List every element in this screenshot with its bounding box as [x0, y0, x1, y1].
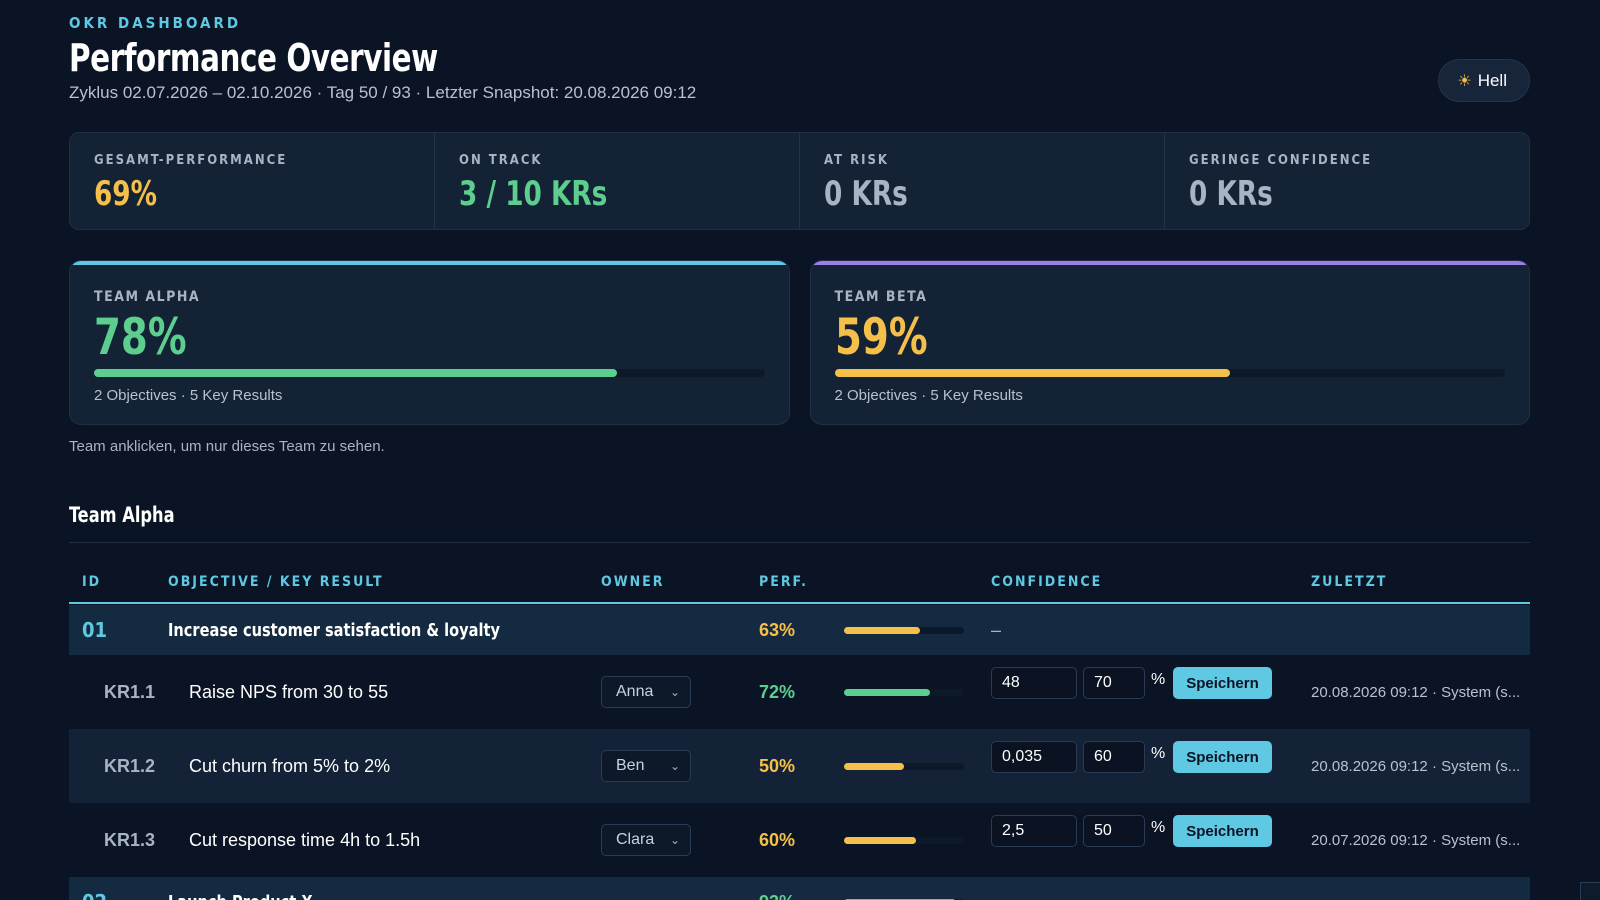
percent-sign: %	[1151, 819, 1166, 836]
sun-icon: ☀	[1457, 72, 1472, 90]
kpi-low-confidence: GERINGE CONFIDENCE 0 KRs	[1165, 133, 1529, 229]
kpi-label: GERINGE CONFIDENCE	[1189, 153, 1373, 168]
column-header-objective: OBJECTIVE / KEY RESULT	[168, 574, 384, 590]
kr-id: KR1.1	[104, 681, 156, 702]
kr-value-input[interactable]: 0,035	[991, 741, 1077, 773]
key-result-row: KR1.1 Raise NPS from 30 to 55 Anna ⌄ 72%…	[69, 655, 1530, 729]
key-result-row: KR1.3 Cut response time 4h to 1.5h Clara…	[69, 803, 1530, 877]
kr-progress-fill	[844, 762, 904, 770]
team-meta: 2 Objectives · 5 Key Results	[94, 387, 283, 404]
objective-confidence: –	[991, 619, 1002, 640]
objective-perf: 63%	[759, 619, 796, 640]
kr-perf: 60%	[759, 829, 796, 850]
owner-value: Clara	[616, 831, 655, 848]
objective-progress-fill	[844, 626, 920, 634]
team-progress-fill	[834, 369, 1231, 377]
percent-sign: %	[1151, 671, 1166, 688]
team-progress-fill	[94, 369, 617, 377]
kr-progress-fill	[844, 688, 931, 696]
save-button[interactable]: Speichern	[1173, 667, 1272, 699]
objective-name: Increase customer satisfaction & loyalty	[168, 619, 500, 641]
owner-select[interactable]: Anna ⌄	[601, 676, 691, 708]
confidence-input[interactable]: 70	[1083, 667, 1145, 699]
objective-perf: 93%	[759, 892, 795, 900]
objective-row[interactable]: 02 Launch Product X 93%	[69, 877, 1530, 900]
kr-progress-bar	[844, 688, 964, 696]
kpi-label: ON TRACK	[459, 153, 543, 168]
team-card-beta[interactable]: TEAM BETA 59% 2 Objectives · 5 Key Resul…	[809, 260, 1530, 425]
owner-select[interactable]: Ben ⌄	[601, 750, 691, 782]
section-divider	[69, 542, 1530, 543]
owner-value: Ben	[616, 757, 645, 774]
confidence-input[interactable]: 60	[1083, 741, 1145, 773]
objective-name: Launch Product X	[168, 892, 313, 900]
objective-progress-bar	[844, 898, 964, 900]
objective-row[interactable]: 01 Increase customer satisfaction & loya…	[69, 605, 1530, 655]
team-meta: 2 Objectives · 5 Key Results	[834, 387, 1023, 404]
kpi-total-performance: GESAMT-PERFORMANCE 69%	[70, 133, 435, 229]
cycle-subtitle: Zyklus 02.07.2026 – 02.10.2026 · Tag 50 …	[69, 83, 697, 102]
objective-id: 01	[82, 618, 108, 642]
kr-progress-fill	[844, 836, 916, 844]
key-result-row: KR1.2 Cut churn from 5% to 2% Ben ⌄ 50% …	[69, 729, 1530, 803]
objective-progress-bar	[844, 626, 964, 634]
theme-toggle-button[interactable]: ☀ Hell	[1438, 59, 1530, 102]
last-updated: 20.08.2026 09:12 · System (s...	[1311, 683, 1521, 701]
table-header: ID OBJECTIVE / KEY RESULT OWNER PERF. CO…	[69, 572, 1530, 604]
chevron-down-icon: ⌄	[669, 685, 680, 699]
kr-id: KR1.3	[104, 829, 156, 850]
kr-perf: 72%	[759, 681, 796, 702]
kpi-label: GESAMT-PERFORMANCE	[94, 153, 288, 168]
save-button[interactable]: Speichern	[1173, 815, 1272, 847]
column-header-last: ZULETZT	[1311, 574, 1388, 590]
kr-perf: 50%	[759, 755, 796, 776]
chevron-down-icon: ⌄	[669, 759, 680, 773]
team-label: TEAM BETA	[834, 289, 928, 305]
column-header-id: ID	[82, 574, 102, 590]
section-title: Team Alpha	[69, 503, 175, 527]
kr-id: KR1.2	[104, 755, 156, 776]
owner-value: Anna	[616, 683, 654, 700]
kpi-value: 0 KRs	[1189, 174, 1273, 214]
chevron-down-icon: ⌄	[669, 833, 680, 847]
kpi-strip: GESAMT-PERFORMANCE 69% ON TRACK 3 / 10 K…	[69, 132, 1530, 230]
team-filter-hint: Team anklicken, um nur dieses Team zu se…	[69, 438, 385, 455]
kpi-value: 0 KRs	[824, 174, 908, 214]
kpi-value: 3 / 10 KRs	[459, 174, 608, 214]
kr-name: Raise NPS from 30 to 55	[189, 681, 389, 702]
team-progress-bar	[834, 369, 1505, 377]
kr-name: Cut response time 4h to 1.5h	[189, 829, 421, 850]
team-percentage: 78%	[94, 308, 187, 366]
kpi-on-track: ON TRACK 3 / 10 KRs	[435, 133, 800, 229]
column-header-confidence: CONFIDENCE	[991, 574, 1103, 590]
objective-id: 02	[82, 890, 107, 900]
kr-value-input[interactable]: 2,5	[991, 815, 1077, 847]
team-progress-bar	[94, 369, 765, 377]
page-title: Performance Overview	[69, 36, 438, 80]
percent-sign: %	[1151, 745, 1166, 762]
kr-progress-bar	[844, 836, 964, 844]
last-updated: 20.07.2026 09:12 · System (s...	[1311, 831, 1521, 849]
column-header-owner: OWNER	[601, 574, 665, 590]
team-label: TEAM ALPHA	[94, 289, 201, 305]
kr-value-input[interactable]: 48	[991, 667, 1077, 699]
theme-toggle-label: Hell	[1477, 70, 1507, 90]
team-card-alpha[interactable]: TEAM ALPHA 78% 2 Objectives · 5 Key Resu…	[69, 260, 790, 425]
owner-select[interactable]: Clara ⌄	[601, 824, 691, 856]
save-button[interactable]: Speichern	[1173, 741, 1272, 773]
window-corner-icon	[1580, 882, 1600, 900]
eyebrow: OKR DASHBOARD	[69, 14, 242, 32]
kpi-at-risk: AT RISK 0 KRs	[800, 133, 1165, 229]
team-cards: TEAM ALPHA 78% 2 Objectives · 5 Key Resu…	[69, 260, 1530, 425]
objective-progress-fill	[844, 898, 956, 900]
kr-progress-bar	[844, 762, 964, 770]
kpi-label: AT RISK	[824, 153, 889, 168]
kr-name: Cut churn from 5% to 2%	[189, 755, 391, 776]
team-percentage: 59%	[834, 308, 928, 366]
last-updated: 20.08.2026 09:12 · System (s...	[1311, 757, 1521, 775]
column-header-perf: PERF.	[759, 574, 808, 590]
kpi-value: 69%	[94, 174, 157, 214]
confidence-input[interactable]: 50	[1083, 815, 1145, 847]
